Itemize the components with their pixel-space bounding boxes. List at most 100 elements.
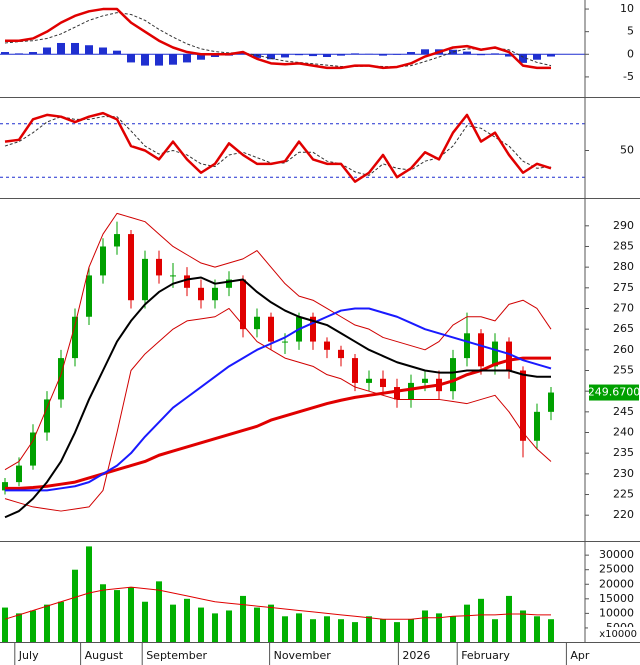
volume-panel xyxy=(2,546,554,642)
volume-bar xyxy=(422,610,428,642)
volume-bar xyxy=(478,598,484,642)
candle-body xyxy=(268,316,274,342)
histogram-bar xyxy=(351,53,359,55)
volume-bar xyxy=(366,616,372,642)
histogram-bar xyxy=(57,42,65,55)
oscillator-panel xyxy=(0,111,585,183)
volume-bar xyxy=(324,616,330,642)
y-tick-label: 0 xyxy=(627,47,634,60)
candle-body xyxy=(156,258,162,276)
x-tick-label: July xyxy=(18,649,39,662)
volume-bar xyxy=(464,604,470,642)
histogram-bar xyxy=(421,49,429,55)
y-tick-label: -5 xyxy=(623,70,634,83)
volume-bar xyxy=(548,619,554,642)
candle-body xyxy=(310,316,316,342)
y-tick-label: 220 xyxy=(613,508,634,521)
y-tick-label: 20000 xyxy=(599,577,634,590)
y-tick-label: 235 xyxy=(613,446,634,459)
candle-body xyxy=(16,465,22,483)
y-tick-label: 225 xyxy=(613,488,634,501)
x-tick-label: September xyxy=(146,649,207,662)
candle-body xyxy=(534,411,540,441)
volume-bar xyxy=(184,598,190,642)
macd-panel xyxy=(0,7,585,70)
y-tick-label: 255 xyxy=(613,364,634,377)
x-tick-label: Apr xyxy=(570,649,590,662)
volume-bar xyxy=(16,613,22,642)
volume-average xyxy=(4,586,551,620)
histogram-bar xyxy=(267,54,275,60)
volume-bar xyxy=(450,616,456,642)
histogram-bar xyxy=(1,52,9,55)
x-tick-label: 2026 xyxy=(402,649,430,662)
y-tick-label: 260 xyxy=(613,343,634,356)
candle-body xyxy=(86,275,92,317)
volume-bar xyxy=(198,607,204,642)
volume-bar xyxy=(128,587,134,642)
y-tick-label: 25000 xyxy=(599,563,634,576)
y-tick-label: 5 xyxy=(627,25,634,38)
histogram-bar xyxy=(71,42,79,55)
volume-bar xyxy=(100,584,106,642)
volume-bar xyxy=(352,622,358,642)
candle-body xyxy=(2,482,8,491)
candle-body xyxy=(100,246,106,276)
candle-body xyxy=(450,358,456,392)
candle-body xyxy=(394,387,400,400)
moving-average xyxy=(4,307,552,512)
y-tick-label: 270 xyxy=(613,301,634,314)
histogram-bar xyxy=(491,53,499,55)
histogram-bar xyxy=(127,54,135,63)
histogram-bar xyxy=(99,47,107,55)
candle-body xyxy=(324,341,330,350)
candle-body xyxy=(198,287,204,301)
volume-bar xyxy=(226,610,232,642)
candle-body xyxy=(128,234,134,301)
volume-bar xyxy=(408,619,414,642)
histogram-bar xyxy=(253,54,261,58)
volume-bar xyxy=(394,622,400,642)
volume-bar xyxy=(142,601,148,642)
candle-body xyxy=(72,316,78,359)
volume-bar xyxy=(240,595,246,642)
histogram-bar xyxy=(323,54,331,57)
y-tick-label: 290 xyxy=(613,219,634,232)
x-tick-label: August xyxy=(85,649,124,662)
y-tick-label: 280 xyxy=(613,260,634,273)
candle-body xyxy=(548,392,554,412)
candle-body xyxy=(226,279,232,288)
last-price-tag xyxy=(589,384,639,401)
histogram-bar xyxy=(15,53,23,55)
price-panel xyxy=(2,212,554,519)
y-tick-label: 230 xyxy=(613,467,634,480)
candle-body xyxy=(380,378,386,388)
histogram-bar xyxy=(113,50,121,55)
volume-bar xyxy=(72,569,78,642)
histogram-bar xyxy=(505,54,513,57)
volume-bar xyxy=(212,613,218,642)
candle-body xyxy=(506,341,512,371)
histogram-bar xyxy=(337,54,345,56)
candle-body xyxy=(212,287,218,301)
candle-body xyxy=(478,333,484,367)
histogram-bar xyxy=(393,54,401,55)
y-tick-label: 240 xyxy=(613,426,634,439)
histogram-bar xyxy=(547,54,555,57)
histogram-bar xyxy=(29,52,37,55)
volume-bar xyxy=(268,604,274,642)
histogram-bar xyxy=(477,54,485,56)
candle-body xyxy=(58,358,64,400)
volume-bar xyxy=(30,610,36,642)
histogram-bar xyxy=(309,54,317,57)
candle-body xyxy=(114,234,120,247)
volume-bar xyxy=(282,616,288,642)
volume-bar xyxy=(380,619,386,642)
candle-body xyxy=(352,358,358,383)
signal-line xyxy=(4,12,552,68)
moving-average xyxy=(5,356,551,490)
histogram-bar xyxy=(155,54,163,66)
